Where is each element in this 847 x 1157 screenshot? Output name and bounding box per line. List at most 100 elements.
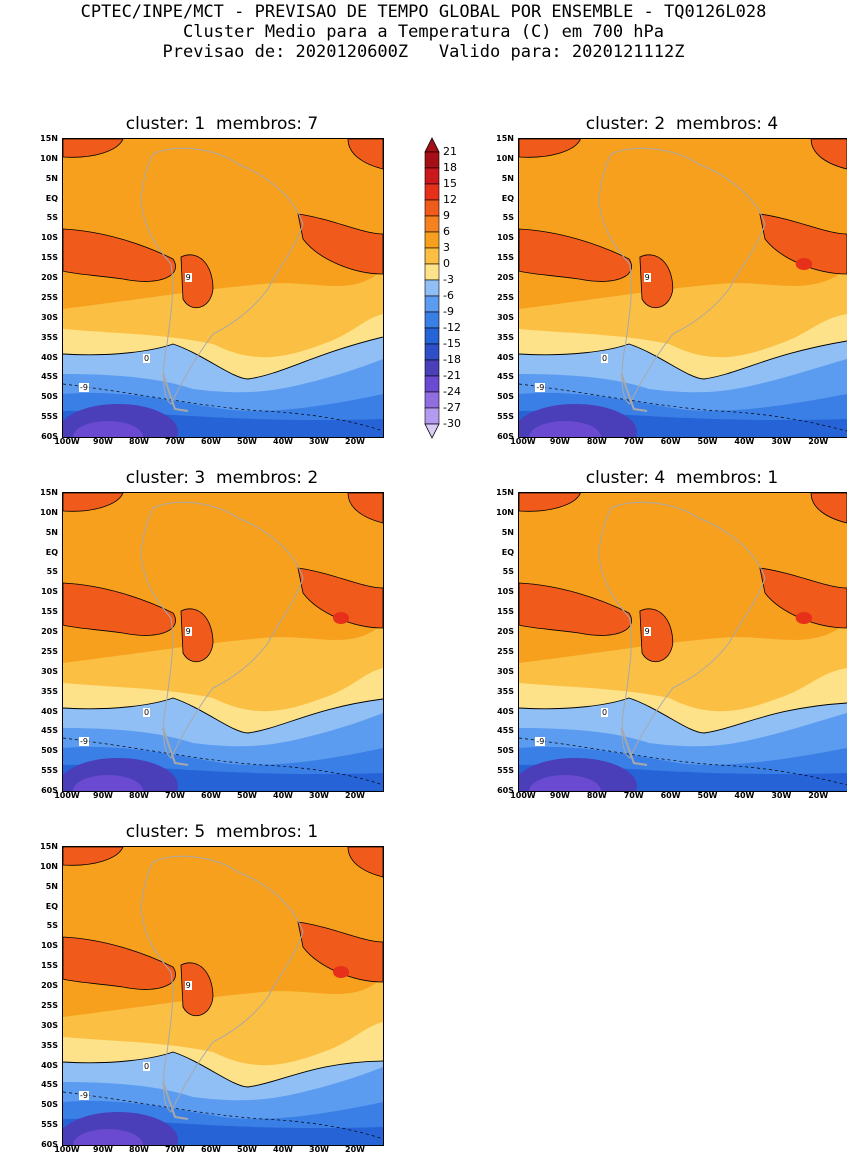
lat-tick-label: 10N: [496, 153, 514, 163]
lon-tick-label: 80W: [129, 437, 149, 446]
lat-tick-label: 10N: [40, 153, 58, 163]
lon-tick-label: 90W: [93, 791, 113, 800]
lat-tick-label: 15N: [496, 488, 514, 497]
contour-label: 0: [601, 707, 609, 717]
contour-label: -9: [79, 383, 89, 393]
lon-tick-label: 70W: [623, 791, 644, 800]
lat-tick-label: EQ: [45, 901, 58, 911]
lat-tick-label: 50S: [41, 1100, 58, 1110]
lat-tick-label: 50S: [497, 746, 514, 756]
lon-tick-label: 100W: [54, 791, 80, 800]
lon-tick-label: 40W: [734, 437, 755, 446]
panel-3-title: cluster: 3 membros: 2: [125, 468, 319, 488]
lat-tick-label: 45S: [41, 726, 58, 736]
colorbar-label: -24: [443, 385, 461, 398]
lon-tick-label: 80W: [129, 1145, 149, 1154]
lon-tick-label: 90W: [549, 437, 570, 446]
contour-label: 9: [184, 273, 192, 283]
map-panel-cluster-3: 9 0 -9: [62, 492, 384, 792]
lon-tick-label: 40W: [734, 791, 755, 800]
lat-tick-label: 40S: [41, 1060, 58, 1070]
temperature-colorbar: [424, 136, 440, 440]
colorbar-label: -15: [443, 337, 461, 350]
lon-tick-label: 60W: [660, 437, 681, 446]
lat-tick-label: 5S: [502, 213, 514, 223]
lat-tick-label: 40S: [41, 352, 58, 362]
lat-tick-label: 55S: [497, 766, 514, 776]
lat-tick-label: 60S: [41, 1140, 58, 1149]
lat-tick-label: EQ: [45, 193, 58, 203]
lat-tick-label: 55S: [41, 1120, 58, 1130]
lat-tick-label: 45S: [497, 372, 514, 382]
lat-tick-label: 35S: [41, 332, 58, 342]
colorbar-label: 15: [443, 177, 457, 190]
lat-tick-label: 20S: [41, 273, 58, 283]
panel-2-title: cluster: 2 membros: 4: [585, 114, 779, 134]
lat-tick-label: 10N: [40, 861, 58, 871]
lat-tick-label: 30S: [497, 666, 514, 676]
lon-tick-label: 100W: [54, 437, 80, 446]
lat-tick-label: 50S: [41, 392, 58, 402]
lon-tick-label: 70W: [623, 437, 644, 446]
panel-5-title: cluster: 5 membros: 1: [125, 822, 319, 842]
lat-tick-label: 10N: [40, 507, 58, 517]
lat-tick-label: 60S: [41, 786, 58, 795]
lon-tick-label: 30W: [771, 437, 792, 446]
lon-tick-label: 50W: [697, 791, 718, 800]
lat-tick-label: 5N: [45, 173, 58, 183]
lon-tick-label: 60W: [201, 791, 221, 800]
contour-label: 0: [601, 353, 609, 363]
lat-tick-label: 45S: [41, 372, 58, 382]
lon-tick-label: 80W: [129, 791, 149, 800]
colorbar-label: 0: [443, 257, 450, 270]
colorbar-label: 21: [443, 145, 457, 158]
lat-tick-label: 30S: [41, 312, 58, 322]
lat-tick-label: EQ: [501, 547, 514, 557]
lat-tick-label: 30S: [41, 666, 58, 676]
colorbar-label: -9: [443, 305, 454, 318]
lon-tick-label: 90W: [93, 1145, 113, 1154]
lon-tick-label: 50W: [697, 437, 718, 446]
lat-tick-label: 20S: [41, 627, 58, 637]
lat-tick-label: 5N: [45, 527, 58, 537]
lat-tick-label: 30S: [497, 312, 514, 322]
lat-tick-label: 20S: [497, 273, 514, 283]
lat-tick-label: 20S: [497, 627, 514, 637]
lat-tick-label: 60S: [497, 786, 514, 795]
lon-tick-label: 90W: [549, 791, 570, 800]
lat-tick-label: 5N: [501, 173, 514, 183]
lon-tick-label: 50W: [237, 1145, 257, 1154]
contour-label: -9: [535, 383, 546, 393]
lon-tick-label: 70W: [165, 791, 185, 800]
lon-tick-label: 40W: [273, 1145, 293, 1154]
lat-tick-label: 60S: [497, 432, 514, 441]
colorbar-label: 6: [443, 225, 450, 238]
lat-tick-label: 15N: [40, 842, 58, 851]
colorbar-label: -18: [443, 353, 461, 366]
lon-tick-label: 40W: [273, 437, 293, 446]
lat-tick-label: 15S: [497, 253, 514, 263]
lat-tick-label: 15S: [497, 607, 514, 617]
lon-tick-label: 20W: [345, 1145, 365, 1154]
lon-tick-label: 100W: [510, 791, 536, 800]
lon-tick-label: 80W: [586, 791, 607, 800]
lon-tick-label: 30W: [309, 791, 329, 800]
lon-tick-label: 50W: [237, 437, 257, 446]
panel-4-title: cluster: 4 membros: 1: [585, 468, 779, 488]
lat-tick-label: 15N: [40, 488, 58, 497]
lat-tick-label: 15N: [496, 134, 514, 143]
lat-tick-label: 55S: [41, 766, 58, 776]
lat-tick-label: 10N: [496, 507, 514, 517]
lat-tick-label: 25S: [41, 292, 58, 302]
map-panel-cluster-4: 9 0 -9: [518, 492, 847, 792]
lon-tick-label: 20W: [808, 437, 829, 446]
panel-1-title: cluster: 1 membros: 7: [125, 114, 319, 134]
lon-tick-label: 50W: [237, 791, 257, 800]
lon-tick-label: 30W: [309, 437, 329, 446]
colorbar-label: 12: [443, 193, 457, 206]
lon-tick-label: 60W: [201, 1145, 221, 1154]
lat-tick-label: EQ: [501, 193, 514, 203]
lat-tick-label: 15S: [41, 607, 58, 617]
lat-tick-label: EQ: [45, 547, 58, 557]
contour-label: 9: [184, 981, 192, 991]
